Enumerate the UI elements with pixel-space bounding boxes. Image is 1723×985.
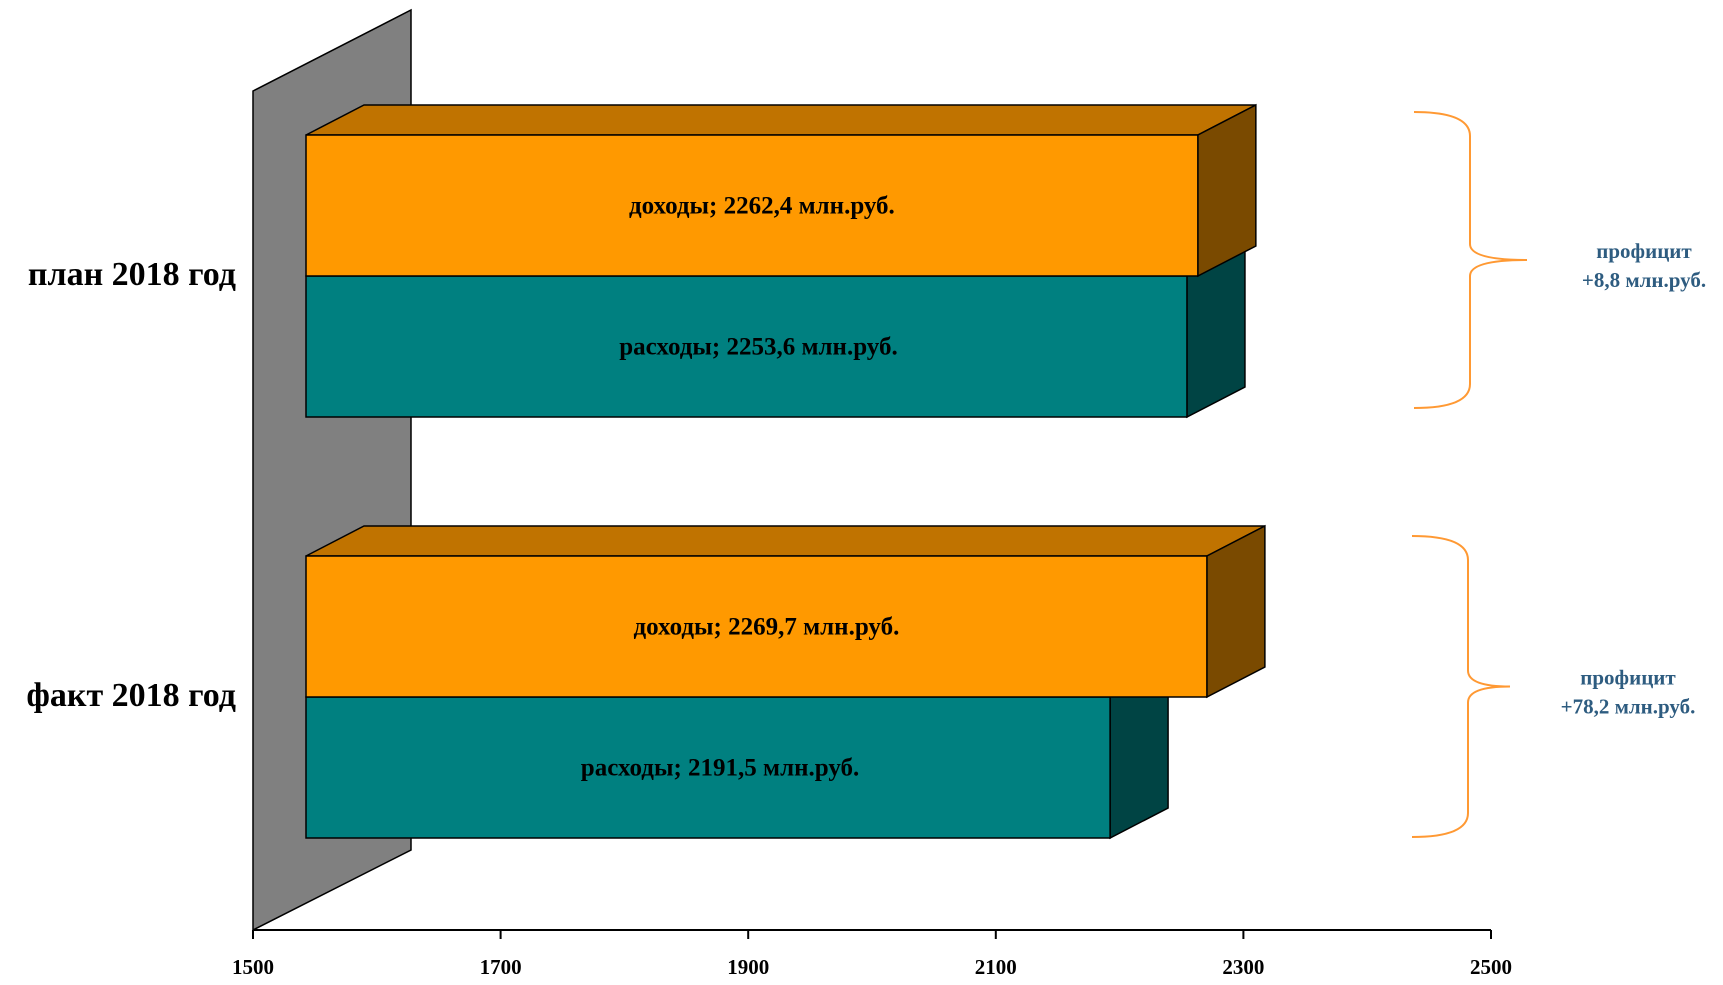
surplus-label: профицит (1596, 239, 1692, 263)
category-label: план 2018 год (28, 256, 236, 293)
bar-income (305, 555, 1208, 698)
bar-income (305, 134, 1199, 277)
bar-income-side (1206, 524, 1266, 699)
x-tick-label: 1900 (727, 955, 769, 979)
data-label: расходы; 2253,6 млн.руб. (619, 334, 897, 361)
data-label: расходы; 2191,5 млн.руб. (581, 755, 859, 782)
surplus-value: +78,2 млн.руб. (1561, 695, 1696, 719)
category-label: факт 2018 год (26, 677, 236, 714)
data-label: доходы; 2262,4 млн.руб. (629, 193, 895, 220)
x-tick-label: 2100 (975, 955, 1017, 979)
surplus-brace (1413, 111, 1528, 409)
data-label: доходы; 2269,7 млн.руб. (634, 614, 900, 641)
bar-income-top (305, 104, 1257, 136)
surplus-label: профицит (1580, 666, 1676, 690)
surplus-brace (1411, 535, 1511, 838)
x-tick-label: 1700 (480, 955, 522, 979)
bar-income-side (1197, 103, 1257, 278)
x-tick-label: 2300 (1222, 955, 1264, 979)
x-tick-label: 2500 (1470, 955, 1512, 979)
surplus-value: +8,8 млн.руб. (1582, 268, 1706, 292)
x-tick-label: 1500 (232, 955, 274, 979)
bar-income-top (305, 525, 1266, 557)
